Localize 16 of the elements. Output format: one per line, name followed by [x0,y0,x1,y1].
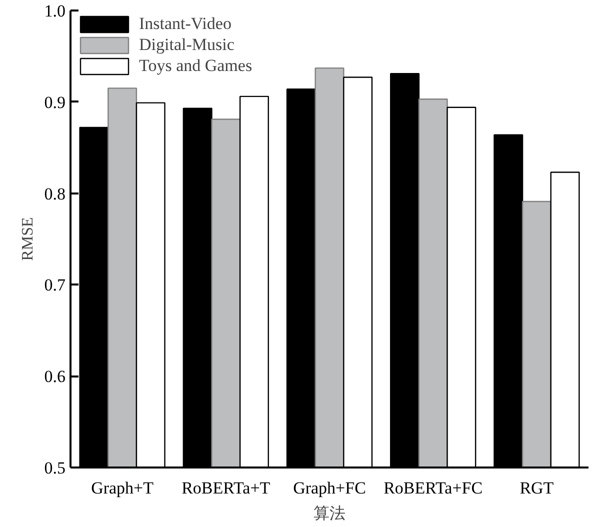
x-tick-label: RoBERTa+T [182,478,271,498]
legend-label: Digital-Music [139,35,234,55]
y-tick-label: 0.8 [44,184,66,204]
y-tick-label: 0.6 [44,367,66,386]
legend-label: Instant-Video [139,14,232,34]
x-tick-label: RGT [520,478,554,498]
x-tick-label: RoBERTa+FC [384,478,483,498]
y-tick-label: 0.7 [44,276,66,295]
legend-label: Toys and Games [139,56,252,76]
x-axis-title: 算法 [314,504,346,522]
y-tick-label: 0.5 [44,458,66,478]
x-tick-label: Graph+T [91,478,154,498]
x-tick-label: Graph+FC [293,478,366,498]
y-tick-label: 0.9 [44,92,66,112]
y-tick-label: 1.0 [44,2,66,20]
y-axis-title: RMSE [19,217,36,261]
